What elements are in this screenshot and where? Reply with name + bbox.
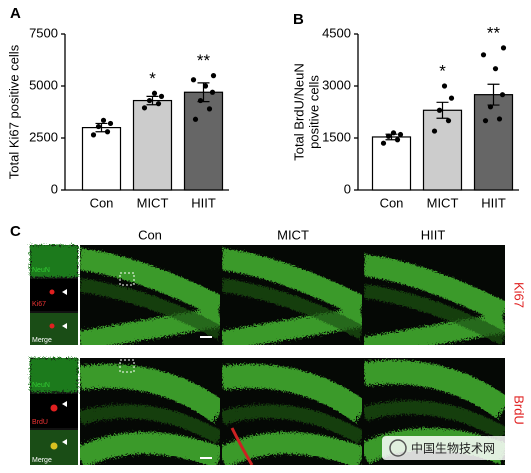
- inset: [30, 245, 78, 277]
- x-tick-label: MICT: [137, 195, 169, 210]
- column-label: HIIT: [421, 227, 446, 242]
- x-tick-label: Con: [380, 195, 404, 210]
- cell: [49, 323, 55, 329]
- data-point: [492, 66, 499, 72]
- image-row: NeuN Ki67 Merge Ki67: [30, 245, 527, 345]
- data-point: [394, 137, 401, 143]
- data-point: [385, 133, 392, 139]
- data-point: [499, 92, 506, 98]
- inset-label: Ki67: [32, 301, 46, 308]
- data-point: [158, 93, 165, 99]
- data-point: [436, 107, 443, 113]
- row-label: BrdU: [512, 395, 527, 425]
- significance: **: [487, 23, 501, 42]
- inset: [30, 279, 78, 311]
- panel-c: C Con MICT HIIT NeuN Ki67 Merge Ki67: [10, 223, 527, 465]
- data-point: [431, 128, 438, 134]
- y-tick-label: 0: [344, 181, 351, 196]
- data-point: [500, 45, 507, 51]
- significance: **: [197, 51, 211, 70]
- data-point: [487, 104, 494, 110]
- y-tick-label: 5000: [29, 77, 58, 92]
- data-point: [445, 118, 452, 124]
- error-bar: [436, 101, 449, 119]
- panel-label: C: [10, 223, 21, 240]
- data-point: [210, 73, 217, 79]
- data-point: [480, 52, 487, 58]
- data-point: [209, 89, 216, 95]
- data-point: [95, 123, 102, 130]
- data-point: [496, 116, 503, 122]
- data-point: [448, 95, 455, 101]
- bar: [473, 94, 514, 191]
- data-point: [390, 130, 397, 136]
- cell: [50, 404, 58, 412]
- column-label: MICT: [277, 227, 309, 242]
- data-point: [206, 106, 213, 112]
- watermark-bg: [382, 436, 528, 460]
- watermark: 中国生物技术网: [382, 436, 528, 460]
- significance: *: [149, 69, 156, 88]
- inset: [30, 358, 78, 392]
- x-tick-label: HIIT: [191, 195, 216, 210]
- y-axis-label: Total Ki67 positive cells: [6, 44, 21, 179]
- data-point: [107, 120, 114, 127]
- y-axis-label: positive cells: [306, 75, 321, 149]
- y-tick-label: 4500: [322, 25, 351, 40]
- data-point: [441, 83, 448, 89]
- data-point: [90, 132, 97, 138]
- data-point: [192, 116, 199, 122]
- row-label: Ki67: [512, 282, 527, 308]
- data-point: [197, 97, 204, 104]
- panel-label: A: [10, 5, 21, 22]
- bar: [132, 99, 173, 191]
- data-point: [100, 117, 107, 123]
- inset-label: Merge: [32, 457, 52, 464]
- inset: [30, 313, 78, 345]
- micrograph: [80, 359, 220, 458]
- data-point: [141, 105, 148, 111]
- arrow: [62, 289, 67, 329]
- data-point: [397, 131, 404, 138]
- bar: [371, 136, 412, 191]
- bar: [81, 126, 122, 191]
- data-point: [380, 140, 387, 146]
- cell: [50, 442, 58, 450]
- data-point: [151, 90, 158, 96]
- data-point: [202, 83, 209, 89]
- panel-label: B: [293, 11, 304, 28]
- arrow: [62, 401, 67, 445]
- micrograph: [80, 259, 220, 341]
- cell: [49, 289, 55, 295]
- bar: [183, 91, 224, 191]
- y-tick-label: 7500: [29, 25, 58, 40]
- x-tick-label: Con: [90, 195, 114, 210]
- y-axis-label: Total BrdU/NeuN: [291, 63, 306, 161]
- x-tick-label: HIIT: [481, 195, 506, 210]
- data-point: [190, 77, 197, 83]
- y-tick-label: 1500: [322, 129, 351, 144]
- watermark-icon: [389, 439, 407, 457]
- micrograph: [222, 376, 362, 465]
- significance: *: [439, 61, 446, 80]
- bar-charts: A 0 2500 5000 7500 Total Ki67 positive cells C…: [6, 5, 519, 210]
- x-tick-label: MICT: [427, 195, 459, 210]
- data-point: [482, 118, 489, 124]
- y-tick-label: 2500: [29, 129, 58, 144]
- inset-label: BrdU: [32, 419, 48, 426]
- y-tick-label: 0: [51, 181, 58, 196]
- data-point: [104, 129, 111, 135]
- data-point: [146, 97, 153, 104]
- inset-label: NeuN: [32, 267, 50, 274]
- inset-label: NeuN: [32, 382, 50, 389]
- bar: [422, 109, 463, 191]
- column-label: Con: [138, 227, 162, 242]
- watermark-text: 中国生物技术网: [411, 441, 495, 456]
- y-tick-label: 3000: [322, 77, 351, 92]
- data-point: [155, 101, 162, 107]
- inset-label: Merge: [32, 337, 52, 344]
